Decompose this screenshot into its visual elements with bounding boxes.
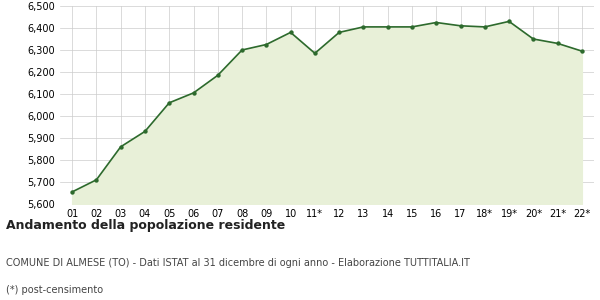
Point [286, 30, 295, 35]
Point [383, 25, 392, 29]
Point [407, 25, 417, 29]
Point [504, 19, 514, 24]
Point [67, 190, 77, 194]
Text: COMUNE DI ALMESE (TO) - Dati ISTAT al 31 dicembre di ogni anno - Elaborazione TU: COMUNE DI ALMESE (TO) - Dati ISTAT al 31… [6, 258, 470, 268]
Point [116, 144, 125, 149]
Point [553, 41, 562, 46]
Point [213, 73, 223, 78]
Point [456, 23, 466, 28]
Point [577, 49, 587, 53]
Point [431, 20, 441, 25]
Point [480, 25, 490, 29]
Point [237, 48, 247, 52]
Point [334, 30, 344, 35]
Text: (*) post-censimento: (*) post-censimento [6, 285, 103, 295]
Point [164, 100, 174, 105]
Point [359, 25, 368, 29]
Point [188, 91, 198, 95]
Point [140, 129, 150, 134]
Point [92, 177, 101, 182]
Point [262, 42, 271, 47]
Point [310, 51, 320, 56]
Point [529, 37, 538, 41]
Text: Andamento della popolazione residente: Andamento della popolazione residente [6, 219, 285, 232]
